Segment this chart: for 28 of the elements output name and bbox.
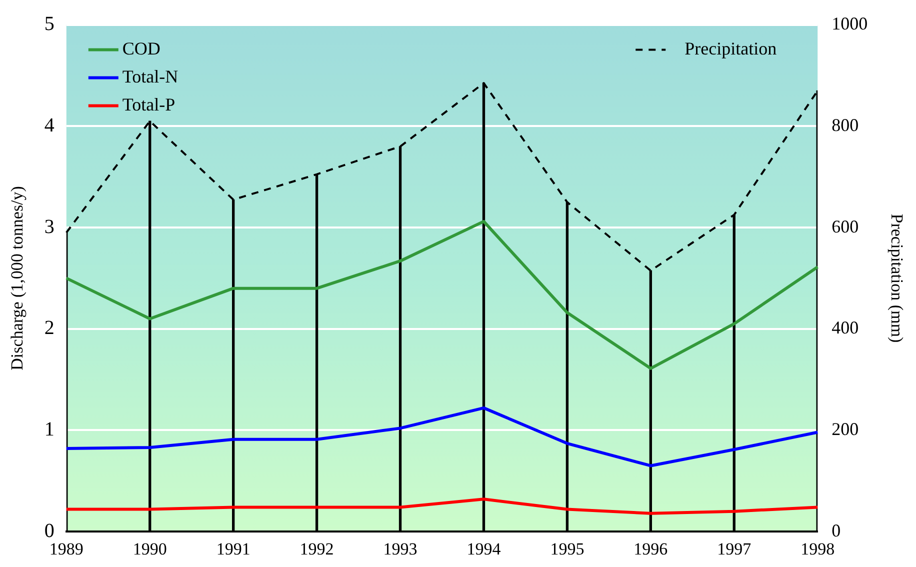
x-tick-label: 1995: [550, 539, 584, 558]
y-axis-title: Discharge (1,000 tonnes/y): [8, 186, 27, 370]
y-tick-label: 2: [44, 317, 54, 340]
legend-label: COD: [122, 38, 160, 59]
y-tick-label: 0: [44, 520, 54, 542]
y2-tick-label: 1000: [832, 14, 868, 34]
x-tick-label: 1997: [717, 539, 752, 558]
y2-tick-label: 600: [832, 216, 859, 236]
x-tick-label: 1994: [466, 539, 502, 558]
x-tick-label: 1993: [383, 539, 418, 558]
y2-tick-label: 800: [832, 114, 859, 135]
y-tick-label: 5: [44, 13, 54, 36]
x-tick-label: 1996: [634, 539, 668, 558]
x-tick-label: 1998: [800, 539, 835, 558]
y2-tick-label: 400: [832, 318, 859, 338]
legend-label: Total-N: [122, 66, 178, 87]
y2-axis-title: Precipitation (mm): [887, 214, 906, 343]
y2-tick-label: 200: [832, 418, 859, 439]
y2-tick-label: 0: [832, 520, 841, 540]
y-tick-label: 3: [44, 216, 54, 238]
legend-label: Total-P: [122, 94, 176, 115]
y-tick-label: 1: [44, 418, 54, 440]
legend-label: Precipitation: [684, 38, 777, 59]
x-tick-label: 1992: [300, 539, 334, 558]
x-tick-label: 1990: [132, 539, 167, 558]
x-tick-label: 1991: [216, 539, 250, 558]
y-tick-label: 4: [44, 114, 54, 136]
x-tick-label: 1989: [49, 539, 84, 558]
